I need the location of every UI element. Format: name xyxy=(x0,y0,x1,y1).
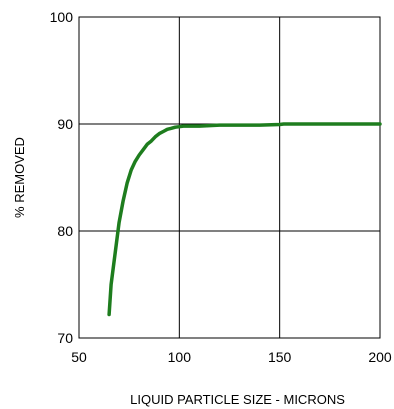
y-tick-label: 100 xyxy=(50,9,74,25)
grid xyxy=(78,16,381,339)
x-tick-label: 50 xyxy=(71,349,87,365)
x-tick-label: 100 xyxy=(168,349,192,365)
x-tick-labels: 50 100 150 200 xyxy=(71,349,392,365)
y-tick-label: 80 xyxy=(57,223,73,239)
series-layer xyxy=(107,122,382,317)
x-tick-label: 150 xyxy=(268,349,292,365)
y-axis-title: % REMOVED xyxy=(12,137,27,218)
series-line xyxy=(107,122,382,317)
y-tick-label: 70 xyxy=(57,330,73,346)
x-tick-label: 200 xyxy=(368,349,392,365)
x-axis-title: LIQUID PARTICLE SIZE - MICRONS xyxy=(130,392,345,407)
plot-frame xyxy=(78,16,381,339)
y-tick-label: 90 xyxy=(57,116,73,132)
y-tick-labels: 70 80 90 100 xyxy=(50,9,74,346)
